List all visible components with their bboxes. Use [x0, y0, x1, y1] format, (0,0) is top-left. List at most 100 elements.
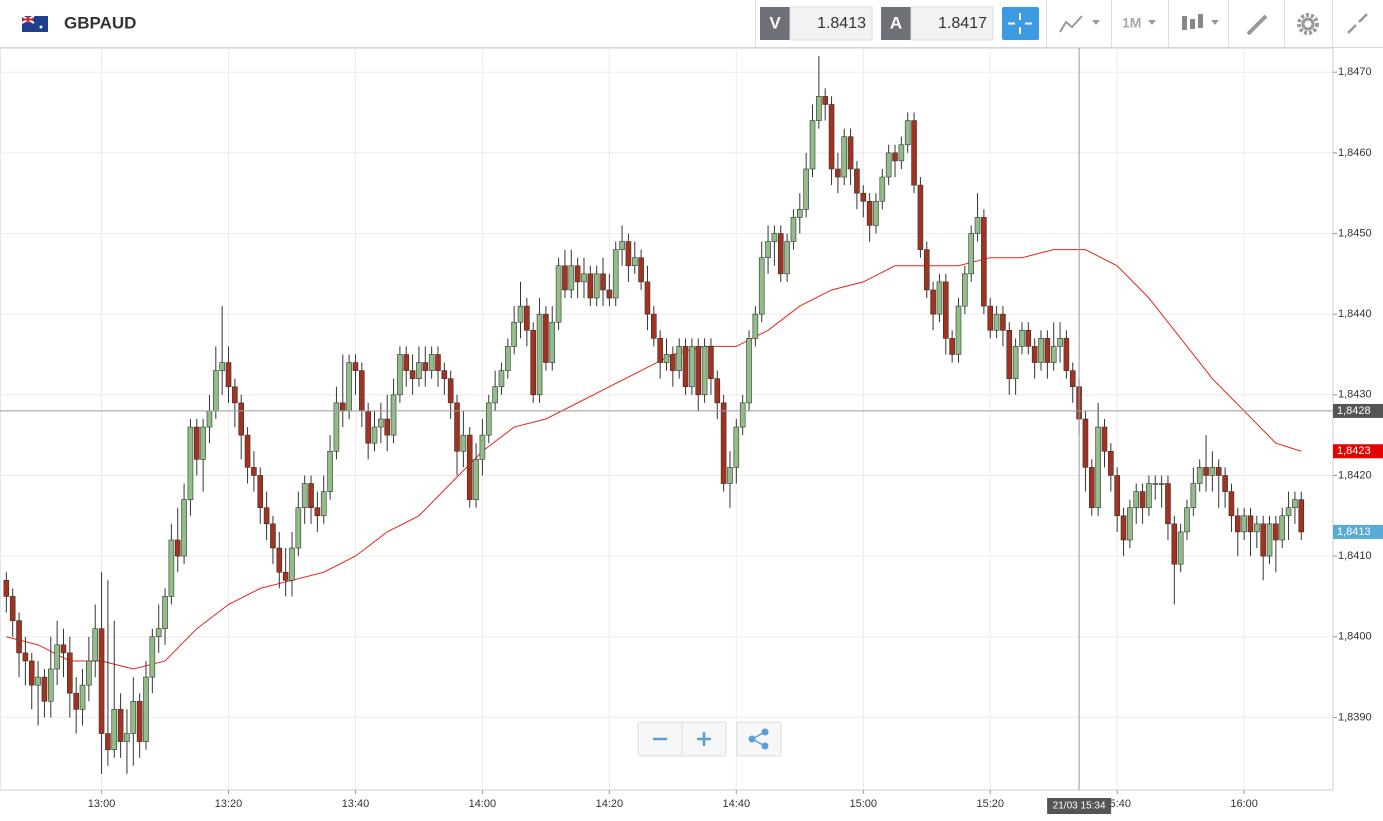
x-tick-label: 13:20 — [215, 798, 243, 810]
candle-body — [124, 733, 130, 742]
price-label-box — [1333, 524, 1383, 539]
candle-body — [143, 676, 149, 742]
timeframe-button[interactable]: 1M — [1122, 15, 1141, 31]
candle-body — [1069, 370, 1076, 388]
candle-body — [631, 257, 638, 267]
y-tick-label: 1,8440 — [1338, 308, 1372, 320]
candle-body — [606, 289, 613, 299]
candle-body — [9, 596, 16, 621]
candle-body — [1127, 507, 1133, 541]
candle-body — [536, 313, 543, 396]
candle-body — [1012, 346, 1019, 379]
candle-body — [644, 281, 651, 315]
indicator-button[interactable] — [1059, 15, 1100, 33]
candle-body — [428, 354, 435, 371]
fullscreen-button[interactable] — [1347, 13, 1368, 34]
candle-body — [1234, 515, 1241, 533]
candle-body — [835, 168, 841, 178]
candle-body — [1254, 523, 1260, 533]
crosshair-price-box — [1333, 403, 1383, 418]
zoom-in-button[interactable] — [697, 732, 711, 746]
share-button[interactable] — [736, 721, 782, 757]
candle-body — [295, 507, 302, 549]
candle-body — [689, 346, 695, 388]
candle-body — [796, 209, 803, 218]
sell-label: V — [769, 13, 781, 32]
zoom-controls — [637, 721, 782, 757]
candle-body — [1114, 475, 1120, 517]
candle-body — [701, 346, 708, 396]
candle-body — [390, 394, 397, 436]
crosshair-time-box — [1047, 798, 1112, 814]
candle-body — [663, 354, 670, 363]
candle-body — [657, 338, 663, 363]
candle-body — [1044, 338, 1051, 363]
candle-body — [365, 410, 371, 444]
candle-body — [993, 313, 1000, 331]
candle-body — [200, 426, 206, 460]
chart-type-button[interactable] — [1182, 14, 1219, 30]
candle-body — [530, 329, 537, 396]
price-label: 1,8413 — [1337, 526, 1371, 538]
y-tick-label: 1,8420 — [1338, 469, 1372, 481]
plot-area — [0, 48, 1334, 791]
candle-body — [847, 136, 854, 170]
candle-body — [708, 346, 714, 379]
candle-body — [314, 507, 321, 517]
y-tick-label: 1,8410 — [1338, 550, 1372, 562]
candle-body — [1108, 450, 1114, 476]
candle-body — [54, 644, 60, 670]
candle-body — [981, 217, 987, 307]
candle-body — [1082, 418, 1089, 468]
y-tick-label: 1,8400 — [1338, 631, 1372, 643]
x-tick-label: 16:00 — [1230, 798, 1258, 810]
buy-label: A — [890, 13, 902, 32]
candle-body — [873, 200, 879, 226]
candle-body — [397, 354, 403, 396]
candle-body — [917, 184, 924, 250]
candle-body — [16, 620, 22, 654]
draw-button[interactable] — [1246, 14, 1268, 36]
candle-body — [473, 459, 479, 500]
candle-body — [682, 346, 689, 388]
candle-body — [822, 96, 828, 105]
candle-body — [555, 265, 562, 323]
candle-body — [213, 370, 219, 412]
candle-body — [3, 580, 10, 597]
candle-body — [98, 628, 105, 734]
candle-body — [479, 434, 486, 460]
candle-body — [60, 644, 67, 654]
candle-body — [232, 386, 238, 404]
candle-body — [549, 321, 556, 363]
candle-body — [1209, 467, 1216, 476]
candle-body — [225, 362, 232, 388]
candle-body — [879, 176, 886, 202]
candle-body — [1038, 338, 1044, 363]
candle-body — [1292, 499, 1298, 509]
settings-button[interactable] — [1297, 13, 1319, 35]
crosshair-button[interactable] — [1002, 7, 1039, 40]
candle-body — [149, 636, 156, 678]
candle-body — [301, 483, 308, 509]
candle-body — [1266, 523, 1273, 557]
candle-body — [359, 370, 365, 412]
candle-body — [885, 152, 892, 178]
buy-button[interactable] — [881, 7, 911, 40]
candle-body — [485, 402, 492, 436]
candle-body — [136, 700, 143, 742]
candle-body — [238, 402, 245, 436]
candle-body — [1139, 491, 1146, 509]
x-tick-label: 14:00 — [469, 798, 497, 810]
candle-body — [1203, 467, 1209, 476]
candle-body — [1050, 346, 1057, 363]
candle-body — [968, 233, 974, 275]
candle-body — [790, 217, 797, 242]
sell-button[interactable] — [760, 7, 790, 40]
symbol: GBPAUD — [64, 13, 136, 32]
candle-body — [1184, 507, 1190, 533]
candle-body — [403, 354, 410, 371]
moving-average — [6, 249, 1302, 670]
candle-body — [574, 265, 581, 283]
candle-body — [1088, 467, 1095, 509]
candle-body — [1279, 515, 1286, 541]
